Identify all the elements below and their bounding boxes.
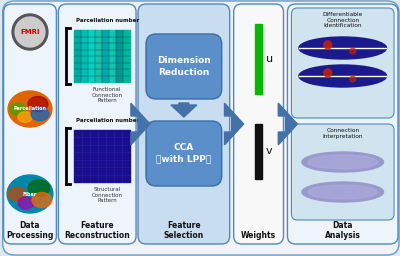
FancyBboxPatch shape xyxy=(4,4,56,244)
Circle shape xyxy=(350,48,356,54)
Text: Dimension
Reduction: Dimension Reduction xyxy=(157,57,211,77)
Bar xyxy=(255,124,262,179)
FancyBboxPatch shape xyxy=(58,4,136,244)
Circle shape xyxy=(15,17,45,47)
FancyBboxPatch shape xyxy=(288,4,398,244)
Text: Functional
Connection
Pattern: Functional Connection Pattern xyxy=(92,87,123,103)
Text: Data
Processing: Data Processing xyxy=(6,221,54,240)
Ellipse shape xyxy=(18,112,32,122)
Text: Fiber: Fiber xyxy=(23,191,37,197)
Ellipse shape xyxy=(18,197,34,209)
Ellipse shape xyxy=(8,91,52,127)
Ellipse shape xyxy=(8,187,26,201)
FancyBboxPatch shape xyxy=(292,124,394,220)
Text: Structural
Connection
Pattern: Structural Connection Pattern xyxy=(92,187,123,203)
Bar xyxy=(88,30,95,82)
Ellipse shape xyxy=(7,175,53,213)
Text: v: v xyxy=(266,146,273,156)
Bar xyxy=(116,30,123,82)
FancyBboxPatch shape xyxy=(146,121,222,186)
Ellipse shape xyxy=(28,180,50,196)
FancyBboxPatch shape xyxy=(146,34,222,99)
Ellipse shape xyxy=(10,103,26,115)
Polygon shape xyxy=(278,103,298,145)
Ellipse shape xyxy=(28,97,48,112)
Polygon shape xyxy=(131,103,150,145)
Circle shape xyxy=(324,69,332,77)
Ellipse shape xyxy=(299,37,386,59)
Circle shape xyxy=(350,76,356,82)
Bar xyxy=(74,130,130,182)
Circle shape xyxy=(324,41,332,49)
Ellipse shape xyxy=(302,182,384,202)
Bar xyxy=(81,30,88,82)
Ellipse shape xyxy=(308,185,378,199)
Text: FMRI: FMRI xyxy=(20,29,40,35)
Polygon shape xyxy=(224,103,244,145)
FancyBboxPatch shape xyxy=(234,4,284,244)
Ellipse shape xyxy=(308,155,378,169)
Text: Feature
Reconstruction: Feature Reconstruction xyxy=(64,221,130,240)
Bar xyxy=(255,24,262,94)
Text: Parcellation: Parcellation xyxy=(14,106,46,112)
Bar xyxy=(74,30,81,82)
FancyBboxPatch shape xyxy=(292,8,394,118)
Ellipse shape xyxy=(302,152,384,172)
FancyBboxPatch shape xyxy=(138,4,230,244)
Polygon shape xyxy=(171,103,197,117)
Bar xyxy=(109,30,116,82)
Bar xyxy=(102,30,109,82)
Text: Data
Analysis: Data Analysis xyxy=(325,221,361,240)
Bar xyxy=(123,30,130,82)
Text: Differentiable
Connection
Identification: Differentiable Connection Identification xyxy=(322,12,363,28)
Text: Connection
Interpretation: Connection Interpretation xyxy=(322,128,363,138)
Text: u: u xyxy=(266,54,273,64)
Ellipse shape xyxy=(31,107,49,121)
Text: CCA
（with LPP）: CCA （with LPP） xyxy=(156,143,212,164)
Text: Feature
Selection: Feature Selection xyxy=(164,221,204,240)
Circle shape xyxy=(12,14,48,50)
Bar xyxy=(95,30,102,82)
Ellipse shape xyxy=(32,193,52,208)
Text: Weights: Weights xyxy=(241,231,276,240)
Ellipse shape xyxy=(299,65,386,87)
Text: Parcellation number: Parcellation number xyxy=(76,18,139,23)
Text: Parcellation number: Parcellation number xyxy=(76,118,139,123)
